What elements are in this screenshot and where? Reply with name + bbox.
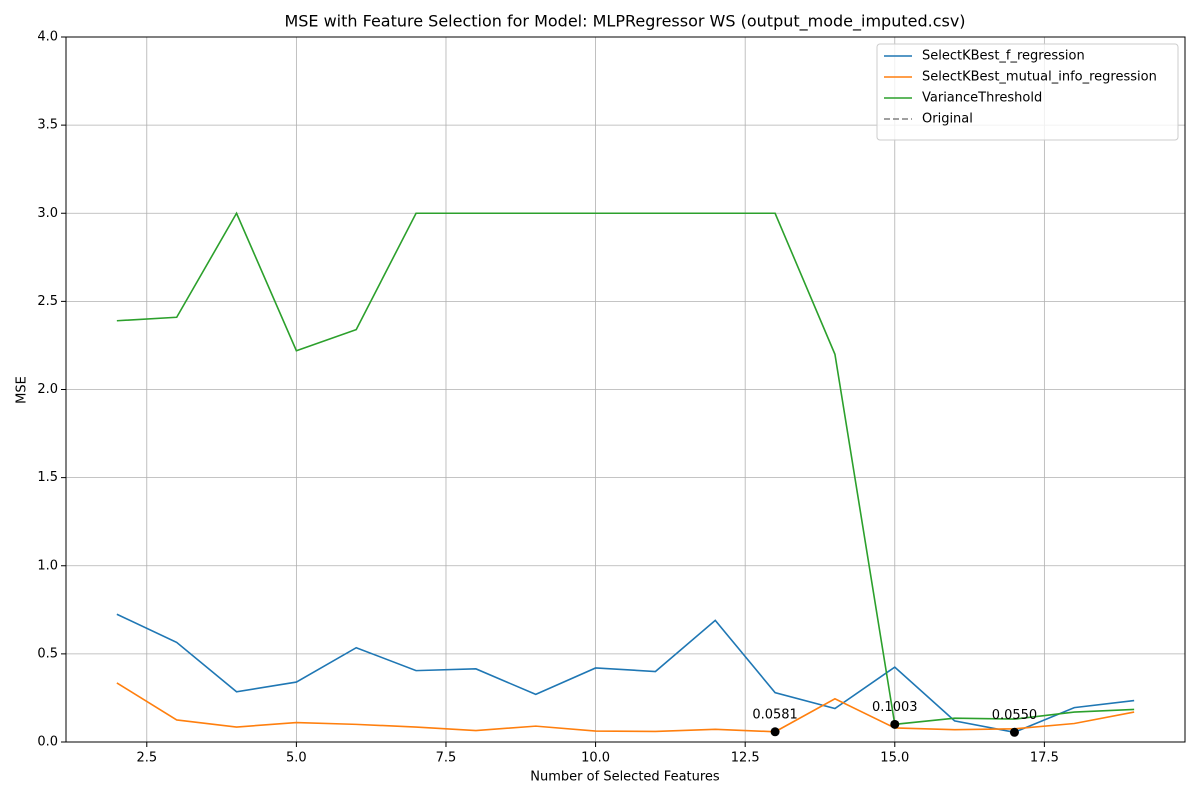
best-point <box>770 727 780 737</box>
series-line <box>116 613 1135 734</box>
legend-box <box>876 43 1179 141</box>
y-tick-label: 2.0 <box>37 382 58 397</box>
y-axis-label: MSE <box>15 376 30 404</box>
best-point <box>890 719 900 729</box>
annotation: 0.0581 <box>752 707 798 722</box>
y-tick-label: 4.0 <box>37 30 58 45</box>
x-tick-label: 12.5 <box>731 751 760 766</box>
y-tick-label: 0.5 <box>37 646 58 661</box>
y-tick-label: 2.5 <box>37 294 58 309</box>
x-tick-label: 15.0 <box>880 751 909 766</box>
x-tick-label: 10.0 <box>581 751 610 766</box>
best-point <box>1009 727 1019 737</box>
x-tick-label: 5.0 <box>286 751 307 766</box>
y-tick-label: 0.0 <box>37 735 58 750</box>
y-tick-label: 1.5 <box>37 470 58 485</box>
annotation: 0.1003 <box>872 700 918 715</box>
legend-label: Original <box>922 112 973 127</box>
legend-label: SelectKBest_f_regression <box>922 49 1085 64</box>
axes-frame <box>65 36 1186 743</box>
chart-title: MSE with Feature Selection for Model: ML… <box>284 12 965 32</box>
x-tick-label: 2.5 <box>136 751 157 766</box>
legend-label: SelectKBest_mutual_info_regression <box>922 70 1157 85</box>
y-tick-label: 3.5 <box>37 118 58 133</box>
x-tick-label: 17.5 <box>1030 751 1059 766</box>
y-tick-label: 1.0 <box>37 558 58 573</box>
x-tick-label: 7.5 <box>436 751 457 766</box>
x-axis-label: Number of Selected Features <box>530 770 720 785</box>
y-tick-label: 3.0 <box>37 206 58 221</box>
series-line <box>116 682 1135 733</box>
annotation: 0.0550 <box>992 708 1038 723</box>
series-line <box>116 211 1135 726</box>
legend-label: VarianceThreshold <box>922 91 1042 106</box>
